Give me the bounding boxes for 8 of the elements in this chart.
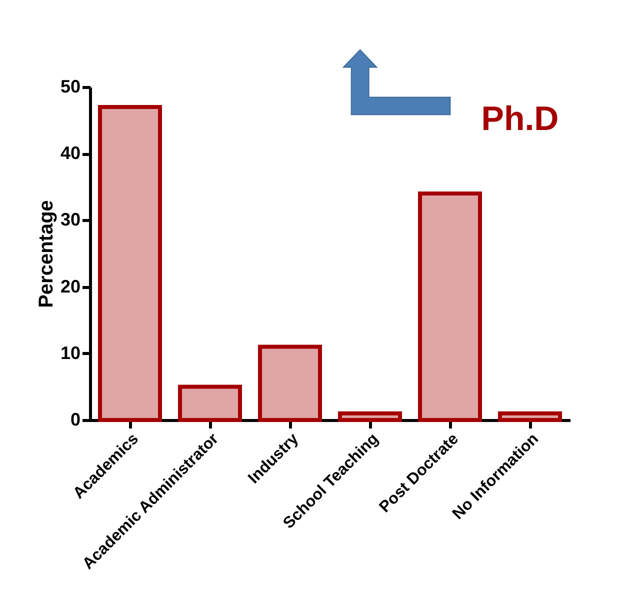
annotation: Ph.D <box>481 100 559 138</box>
y-tick-label: 40 <box>60 143 80 164</box>
y-tick-label: 0 <box>70 410 80 430</box>
y-axis-title: Percentage <box>35 200 58 308</box>
y-tick-label: 50 <box>60 76 80 96</box>
y-tick-label: 20 <box>60 276 80 296</box>
y-tick-label: 10 <box>60 342 80 363</box>
y-tick-label: 30 <box>60 210 80 230</box>
